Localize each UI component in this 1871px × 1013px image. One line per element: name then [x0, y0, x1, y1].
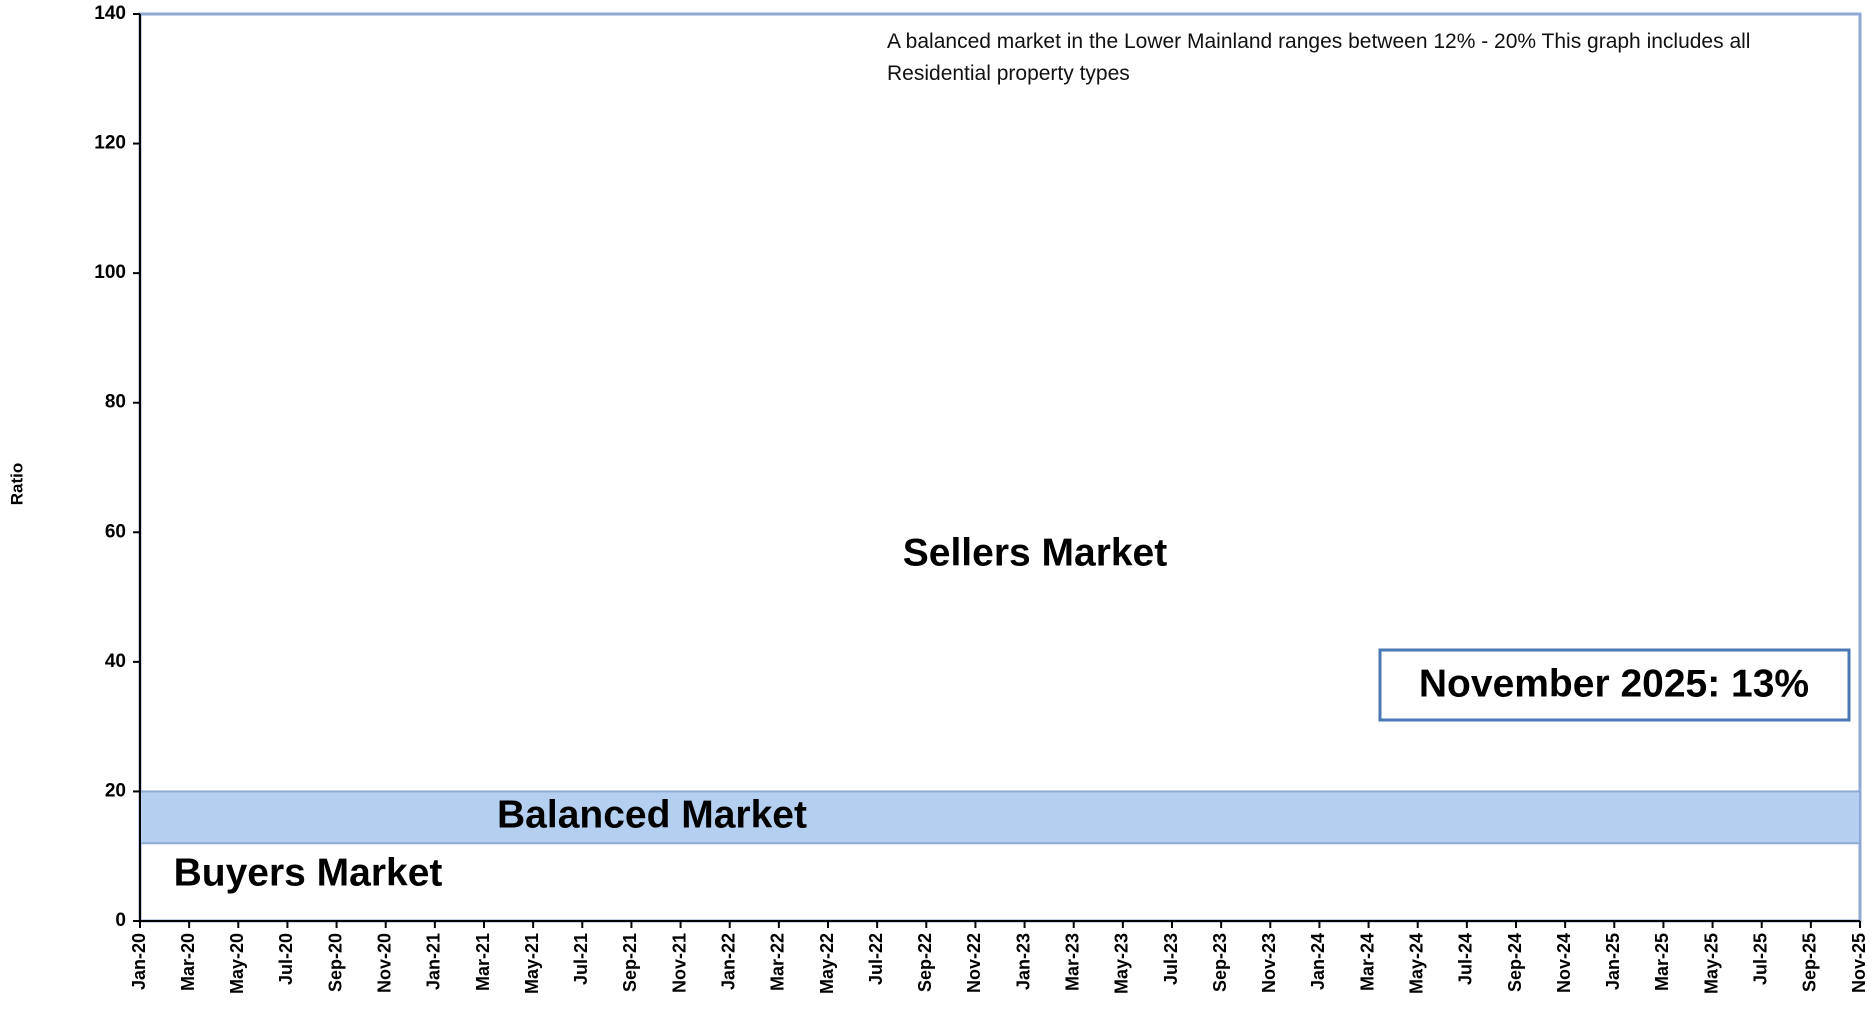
y-tick-label: 0	[115, 910, 126, 931]
x-tick-label: Nov-20	[374, 933, 394, 993]
x-tick-label: Sep-23	[1210, 933, 1230, 992]
x-tick-label: Sep-25	[1800, 933, 1820, 992]
annotation: Sellers Market	[903, 531, 1168, 574]
x-tick-label: Jul-20	[276, 933, 296, 985]
callout-box	[1378, 648, 1851, 722]
annotation: Buyers Market	[174, 851, 443, 894]
x-tick-label: May-22	[817, 933, 837, 994]
y-tick-label: 140	[94, 3, 126, 24]
x-tick-label: Nov-25	[1849, 933, 1869, 993]
y-tick-label: 20	[105, 780, 126, 801]
balanced-band	[139, 790, 1861, 845]
x-tick-label: Jan-20	[129, 933, 149, 990]
x-tick-label: Nov-23	[1259, 933, 1279, 993]
y-tick-label: 60	[105, 521, 126, 542]
x-tick-label: Jul-23	[1161, 933, 1181, 985]
x-tick-label: Mar-20	[178, 933, 198, 991]
x-tick-label: Sep-24	[1505, 933, 1525, 992]
x-tick-label: Jan-24	[1308, 933, 1328, 990]
y-tick-label: 100	[94, 262, 126, 283]
x-tick-label: Jul-25	[1750, 933, 1770, 985]
x-tick-label: Mar-25	[1652, 933, 1672, 991]
x-tick-label: Jul-24	[1456, 933, 1476, 985]
plot-frame	[138, 12, 1862, 923]
x-tick-label: May-20	[227, 933, 247, 994]
x-tick-label: Nov-22	[964, 933, 984, 993]
x-tick-label: Mar-23	[1062, 933, 1082, 991]
y-tick-label: 80	[105, 392, 126, 413]
x-tick-label: Jul-21	[571, 933, 591, 985]
x-tick-label: Mar-22	[768, 933, 788, 991]
x-tick-label: Jan-21	[424, 933, 444, 990]
x-tick-label: Mar-21	[473, 933, 493, 991]
x-tick-label: Sep-20	[325, 933, 345, 992]
x-tick-label: Jan-25	[1603, 933, 1623, 990]
callout: November 2025: 13%	[1419, 662, 1809, 705]
x-tick-label: Nov-21	[669, 933, 689, 993]
y-axis-label: Ratio	[7, 463, 26, 506]
x-tick-label: Jan-23	[1013, 933, 1033, 990]
x-tick-label: May-23	[1112, 933, 1132, 994]
x-tick-label: Nov-24	[1554, 933, 1574, 993]
x-tick-label: Jul-22	[866, 933, 886, 985]
x-tick-label: Jan-22	[718, 933, 738, 990]
y-tick-label: 40	[105, 651, 126, 672]
note: A balanced market in the Lower Mainland …	[887, 30, 1751, 85]
x-tick-label: Mar-24	[1357, 933, 1377, 991]
y-tick-label: 120	[94, 133, 126, 154]
x-tick-label: May-21	[522, 933, 542, 994]
x-tick-label: May-24	[1406, 933, 1426, 994]
x-tick-label: Sep-22	[915, 933, 935, 992]
annotation: Balanced Market	[497, 793, 807, 836]
x-tick-label: Sep-21	[620, 933, 640, 992]
x-tick-label: May-25	[1701, 933, 1721, 994]
